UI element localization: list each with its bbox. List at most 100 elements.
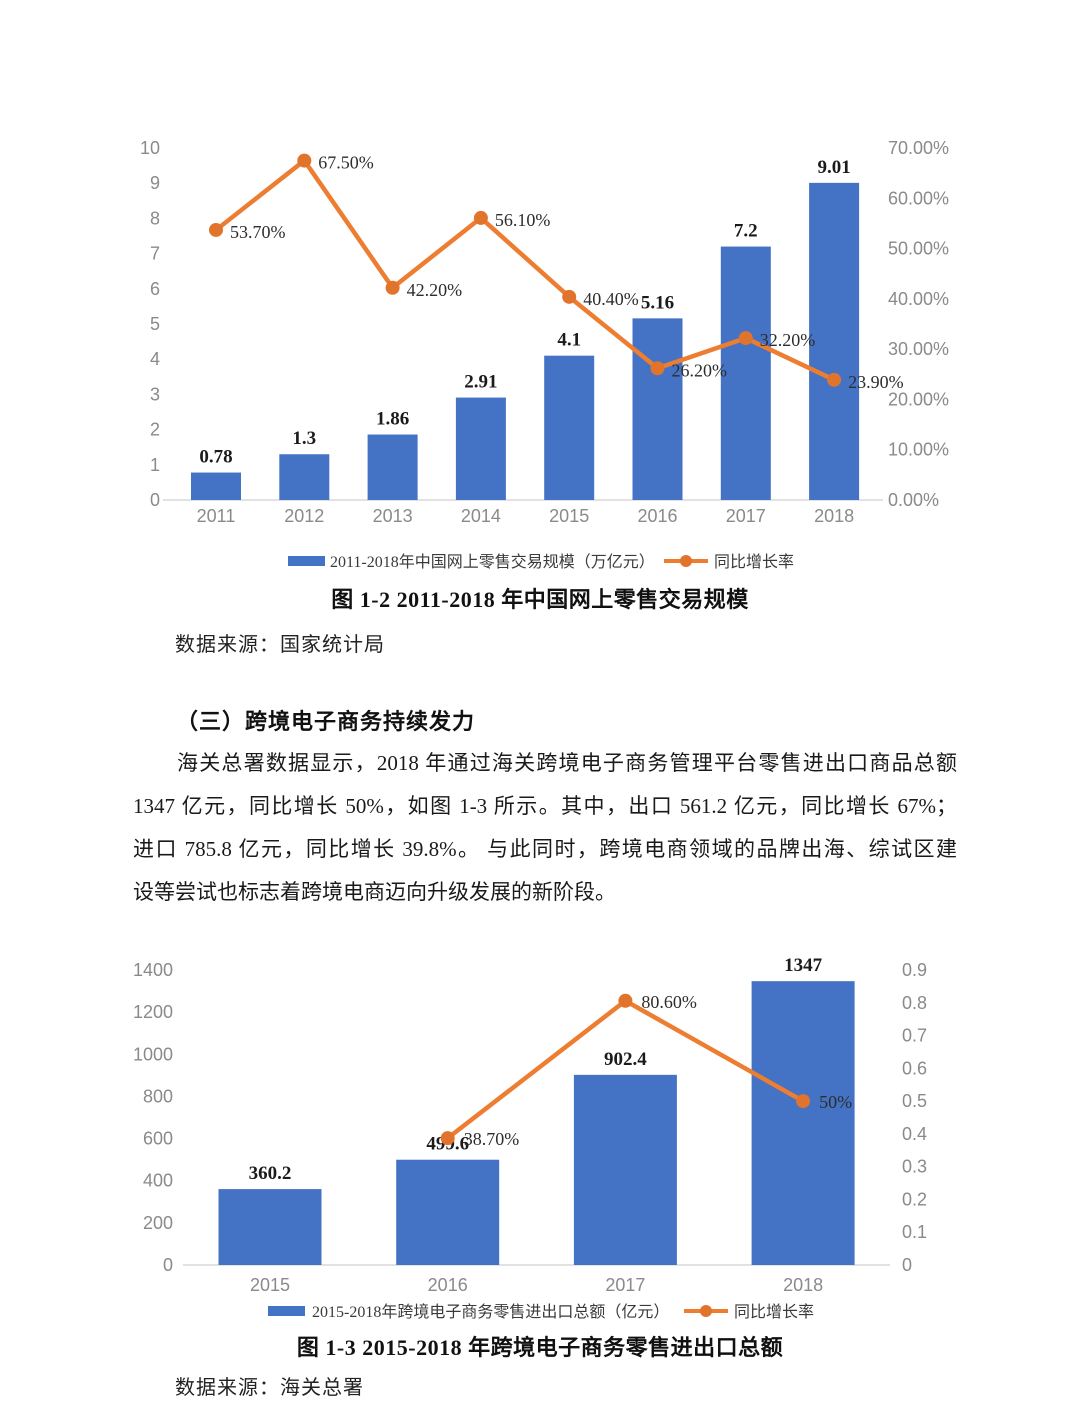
secondary-axis-tick-label: 0.5 — [902, 1091, 927, 1111]
paragraph-line: 进口 785.8 亿元，同比增长 39.8%。 与此同时，跨境电商领域的品牌出海… — [133, 837, 957, 861]
y-axis-tick-label: 1400 — [133, 960, 173, 980]
y-axis-tick-label: 5 — [150, 314, 160, 334]
line-value-label: 32.20% — [760, 330, 816, 350]
secondary-axis-tick-label: 20.00% — [888, 389, 949, 409]
secondary-axis-tick-label: 0.8 — [902, 993, 927, 1013]
line-marker — [385, 280, 400, 295]
line-value-label: 42.20% — [407, 280, 463, 300]
x-axis-label: 2011 — [197, 506, 236, 526]
x-axis-label: 2016 — [637, 506, 677, 526]
line-value-label: 38.70% — [464, 1129, 520, 1149]
bar — [751, 981, 855, 1265]
bar-value-label: 4.1 — [557, 330, 581, 351]
legend-bar-label: 2011-2018年中国网上零售交易规模（万亿元） — [330, 553, 655, 571]
y-axis-tick-label: 10 — [140, 138, 160, 158]
secondary-axis-tick-label: 40.00% — [888, 289, 949, 309]
y-axis-tick-label: 3 — [150, 384, 160, 404]
legend-line-label: 同比增长率 — [714, 553, 794, 571]
y-axis-tick-label: 600 — [143, 1129, 173, 1149]
secondary-axis-tick-label: 10.00% — [888, 440, 949, 460]
bar-value-label: 1.86 — [376, 409, 409, 430]
x-axis-label: 2015 — [250, 1275, 290, 1295]
secondary-axis-tick-label: 0.3 — [902, 1157, 927, 1177]
y-axis-tick-label: 9 — [150, 173, 160, 193]
bar — [218, 1189, 322, 1265]
line-marker — [562, 289, 577, 304]
secondary-axis-tick-label: 30.00% — [888, 339, 949, 359]
line-value-label: 80.60% — [641, 992, 697, 1012]
growth-rate-line — [213, 158, 837, 383]
figure-1-2-source: 数据来源：国家统计局 — [175, 634, 385, 656]
y-axis-tick-label: 800 — [143, 1086, 173, 1106]
figure-1-2-caption: 图 1-2 2011-2018 年中国网上零售交易规模 — [331, 587, 749, 612]
legend-bar-swatch — [268, 1306, 305, 1316]
line-marker — [827, 372, 842, 387]
secondary-axis-tick-label: 0.7 — [902, 1026, 927, 1046]
line-marker — [796, 1094, 811, 1109]
legend-line-label: 同比增长率 — [734, 1303, 814, 1321]
x-axis-label: 2018 — [814, 506, 854, 526]
paragraph-line: 1347 亿元，同比增长 50%，如图 1-3 所示。其中，出口 561.2 亿… — [133, 794, 957, 818]
bar-value-label: 0.78 — [199, 447, 232, 468]
y-axis-tick-label: 1000 — [133, 1044, 173, 1064]
bar-value-label: 2.91 — [464, 372, 497, 393]
paragraph-line: 海关总署数据显示，2018 年通过海关跨境电子商务管理平台零售进出口商品总额 — [177, 751, 957, 775]
secondary-axis-tick-label: 0.6 — [902, 1058, 927, 1078]
bar-value-label: 1347 — [784, 955, 823, 976]
secondary-axis-tick-label: 0.2 — [902, 1189, 927, 1209]
secondary-axis-tick-label: 0.1 — [902, 1222, 927, 1242]
bar-value-label: 5.16 — [641, 292, 674, 313]
y-axis-tick-label: 4 — [150, 349, 160, 369]
bar — [455, 397, 506, 500]
bar-value-label: 902.4 — [604, 1049, 647, 1070]
bar — [191, 472, 241, 500]
secondary-axis-tick-label: 0.4 — [902, 1124, 927, 1144]
x-axis-label: 2017 — [726, 506, 766, 526]
legend-bar-label: 2015-2018年跨境电子商务零售进出口总额（亿元） — [312, 1302, 669, 1321]
line-value-label: 40.40% — [583, 289, 639, 309]
line-marker — [209, 222, 223, 237]
y-axis-tick-label: 8 — [150, 208, 160, 228]
line-marker — [473, 210, 488, 225]
bar-value-label: 1.3 — [292, 428, 316, 449]
line-marker — [297, 153, 312, 168]
bar-value-label: 360.2 — [249, 1163, 292, 1184]
body-paragraph: 海关总署数据显示，2018 年通过海关跨境电子商务管理平台零售进出口商品总额 1… — [133, 742, 957, 914]
bar — [367, 434, 418, 500]
line-value-label: 23.90% — [848, 372, 904, 392]
secondary-axis-tick-label: 0 — [902, 1255, 912, 1275]
line-value-label: 56.10% — [495, 210, 551, 230]
secondary-axis-tick-label: 0.00% — [888, 490, 939, 510]
legend-bar-swatch — [288, 556, 325, 566]
secondary-axis-tick-label: 0.9 — [902, 960, 927, 980]
y-axis-tick-label: 0 — [150, 490, 160, 510]
y-axis-tick-label: 6 — [150, 279, 160, 299]
bar — [279, 454, 330, 500]
line-value-label: 26.20% — [672, 360, 728, 380]
y-axis-tick-label: 200 — [143, 1213, 173, 1233]
x-axis-label: 2017 — [605, 1275, 645, 1295]
paragraph-line: 设等尝试也标志着跨境电商迈向升级发展的新阶段。 — [133, 880, 616, 904]
secondary-axis-tick-label: 70.00% — [888, 138, 949, 158]
legend-line-marker — [680, 555, 692, 567]
y-axis-tick-label: 0 — [163, 1255, 173, 1275]
bar-value-label: 7.2 — [734, 221, 758, 242]
x-axis-label: 2012 — [284, 506, 324, 526]
legend-line-marker — [700, 1305, 712, 1317]
line-marker — [618, 993, 633, 1008]
bar — [396, 1159, 500, 1265]
secondary-axis-tick-label: 60.00% — [888, 188, 949, 208]
y-axis-tick-label: 1 — [150, 455, 160, 475]
bar — [544, 355, 595, 500]
figure-1-3-caption: 图 1-3 2015-2018 年跨境电子商务零售进出口总额 — [296, 1335, 784, 1360]
x-axis-label: 2018 — [783, 1275, 823, 1295]
x-axis-label: 2015 — [549, 506, 589, 526]
y-axis-tick-label: 2 — [150, 420, 160, 440]
y-axis-tick-label: 7 — [150, 244, 160, 264]
line-marker — [650, 361, 665, 376]
line-value-label: 50% — [819, 1092, 852, 1112]
x-axis-label: 2013 — [373, 506, 413, 526]
bar — [809, 182, 860, 500]
